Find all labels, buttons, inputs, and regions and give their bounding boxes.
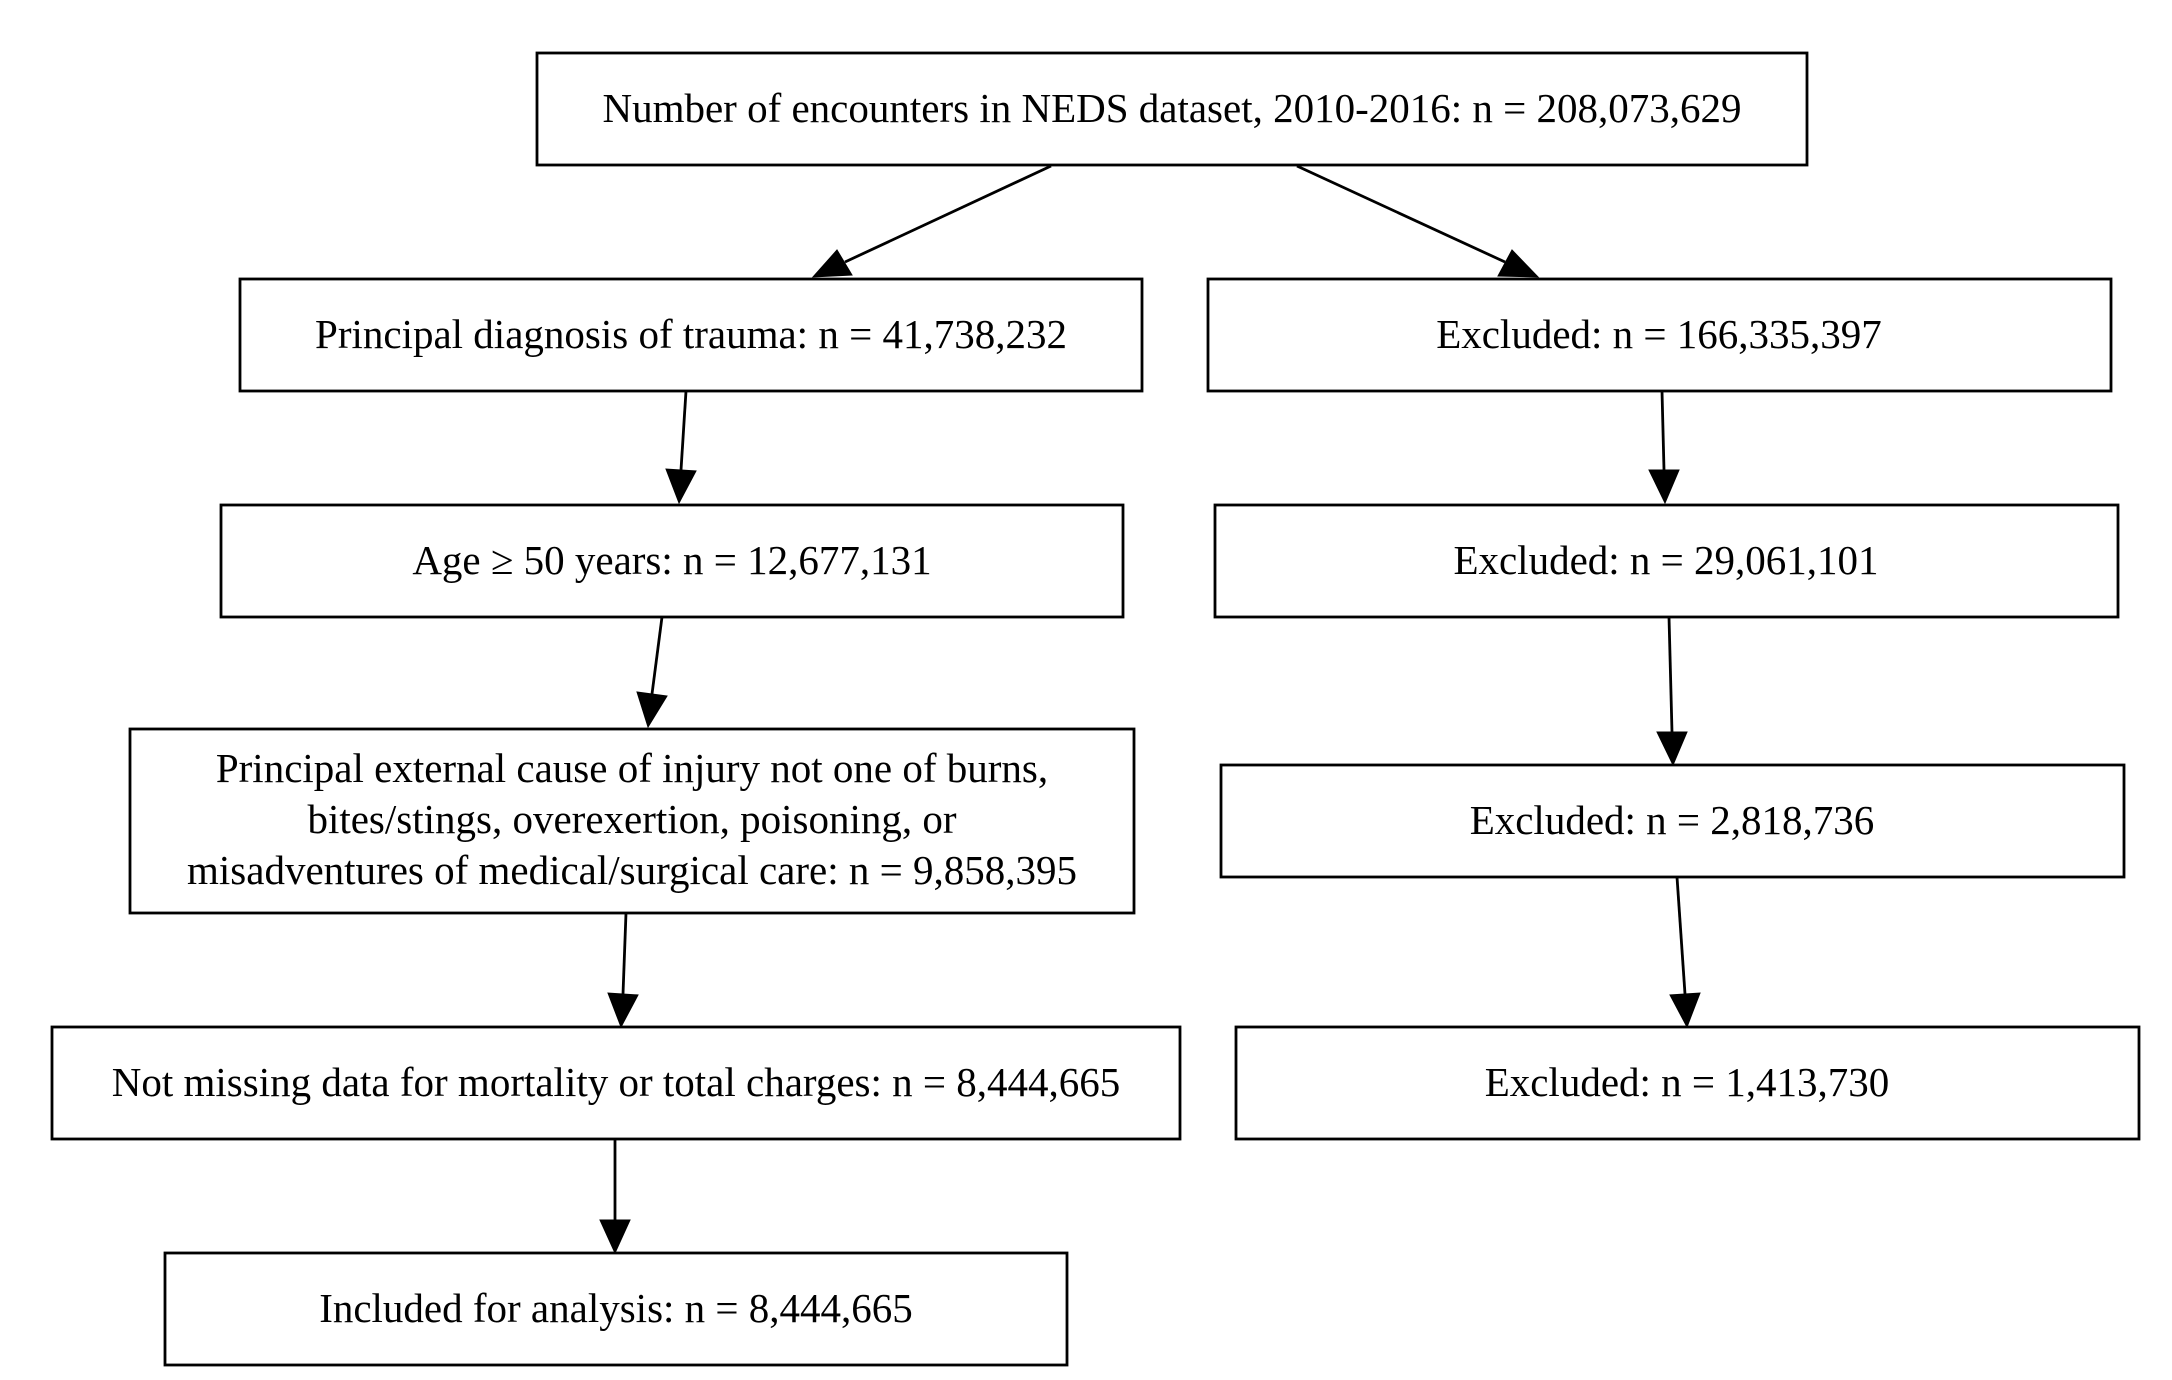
edge-missing-to-included [599,1139,631,1255]
edge-excluded-3-to-excluded-4 [1669,876,1701,1029]
nodes: Number of encounters in NEDS dataset, 20… [50,51,2141,1367]
node-not-missing: Not missing data for mortality or total … [50,1025,1182,1141]
edge-excluded-1-to-excluded-2 [1648,390,1680,505]
node-excluded-2: Excluded: n = 29,061,101 [1213,503,2120,619]
node-total-encounters: Number of encounters in NEDS dataset, 20… [535,51,1809,167]
node-external-cause-label-line-3: misadventures of medical/surgical care: … [187,847,1077,893]
node-excluded-1-label: Excluded: n = 166,335,397 [1436,311,1882,357]
edge-total-to-excluded-1 [1296,164,1540,278]
edge-trauma-to-age [665,390,697,505]
node-included: Included for analysis: n = 8,444,665 [163,1251,1069,1367]
node-included-label: Included for analysis: n = 8,444,665 [319,1285,913,1331]
node-age: Age ≥ 50 years: n = 12,677,131 [219,503,1125,619]
node-trauma-label: Principal diagnosis of trauma: n = 41,73… [315,311,1067,357]
node-excluded-3: Excluded: n = 2,818,736 [1219,763,2126,879]
node-excluded-4: Excluded: n = 1,413,730 [1234,1025,2141,1141]
node-not-missing-label: Not missing data for mortality or total … [112,1059,1120,1105]
node-excluded-2-label: Excluded: n = 29,061,101 [1453,537,1878,583]
node-excluded-4-label: Excluded: n = 1,413,730 [1485,1059,1890,1105]
edge-total-to-trauma [811,164,1052,278]
edges [599,164,1701,1255]
node-external-cause-label-line-2: bites/stings, overexertion, poisoning, o… [307,796,956,842]
node-external-cause: Principal external cause of injury not o… [128,727,1136,915]
edge-cause-to-missing [607,912,639,1029]
edge-age-to-cause [636,616,668,729]
node-total-encounters-label: Number of encounters in NEDS dataset, 20… [602,85,1741,131]
edge-excluded-2-to-excluded-3 [1656,616,1688,767]
node-excluded-1: Excluded: n = 166,335,397 [1206,277,2113,393]
node-excluded-3-label: Excluded: n = 2,818,736 [1470,797,1875,843]
node-age-label: Age ≥ 50 years: n = 12,677,131 [412,537,931,583]
node-trauma: Principal diagnosis of trauma: n = 41,73… [238,277,1144,393]
node-external-cause-label-line-1: Principal external cause of injury not o… [216,745,1048,791]
